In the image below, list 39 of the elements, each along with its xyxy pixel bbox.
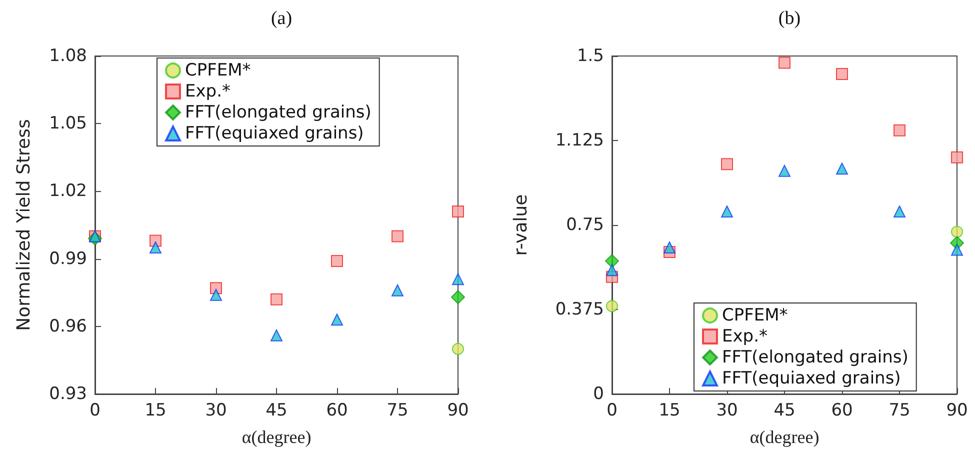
legend-label: CPFEM* — [722, 306, 788, 326]
legend-label: CPFEM* — [185, 60, 251, 80]
y-tick-label: 1.02 — [49, 181, 87, 202]
x-tick-label: 15 — [658, 400, 680, 420]
legend-label: FFT(elongated grains) — [185, 102, 372, 122]
y-tick-label: 1.08 — [49, 46, 87, 66]
y-axis-title: r-value — [510, 194, 532, 256]
x-tick-label: 0 — [606, 400, 618, 420]
x-tick-label: 75 — [888, 400, 910, 420]
legend-label: Exp.* — [185, 82, 230, 102]
y-tick-label: 0 — [593, 384, 604, 404]
x-tick-label: 60 — [326, 400, 348, 420]
x-tick-label: 45 — [774, 400, 796, 420]
legend-label: FFT(equiaxed grains) — [185, 124, 364, 144]
chart-title: (a) — [270, 8, 292, 29]
chart-title: (b) — [778, 8, 801, 29]
x-axis-title: α(degree) — [750, 427, 820, 447]
y-axis-title: Normalized Yield Stress — [14, 119, 34, 331]
x-tick-label: 0 — [90, 400, 100, 420]
legend-label: FFT(equiaxed grains) — [722, 368, 901, 388]
y-tick-label: 1.5 — [576, 46, 604, 66]
x-tick-label: 15 — [144, 400, 166, 420]
x-tick-label: 75 — [386, 400, 408, 420]
y-tick-label: 1.05 — [49, 114, 87, 134]
y-tick-label: 1.125 — [555, 130, 604, 150]
x-tick-label: 30 — [205, 400, 227, 420]
y-tick-label: 0.93 — [49, 384, 87, 404]
x-tick-label: 30 — [716, 400, 738, 420]
x-tick-label: 90 — [447, 400, 469, 420]
x-tick-label: 45 — [266, 400, 288, 420]
y-tick-label: 0.375 — [555, 300, 604, 320]
x-axis-title: α(degree) — [242, 427, 312, 447]
y-tick-label: 0.99 — [49, 248, 87, 269]
y-tick-label: 0.96 — [49, 316, 87, 336]
x-tick-label: 90 — [946, 400, 968, 420]
legend-label: Exp.* — [722, 326, 768, 346]
x-tick-label: 60 — [831, 400, 853, 420]
y-tick-label: 0.75 — [566, 215, 604, 235]
legend-label: FFT(elongated grains) — [722, 348, 908, 368]
